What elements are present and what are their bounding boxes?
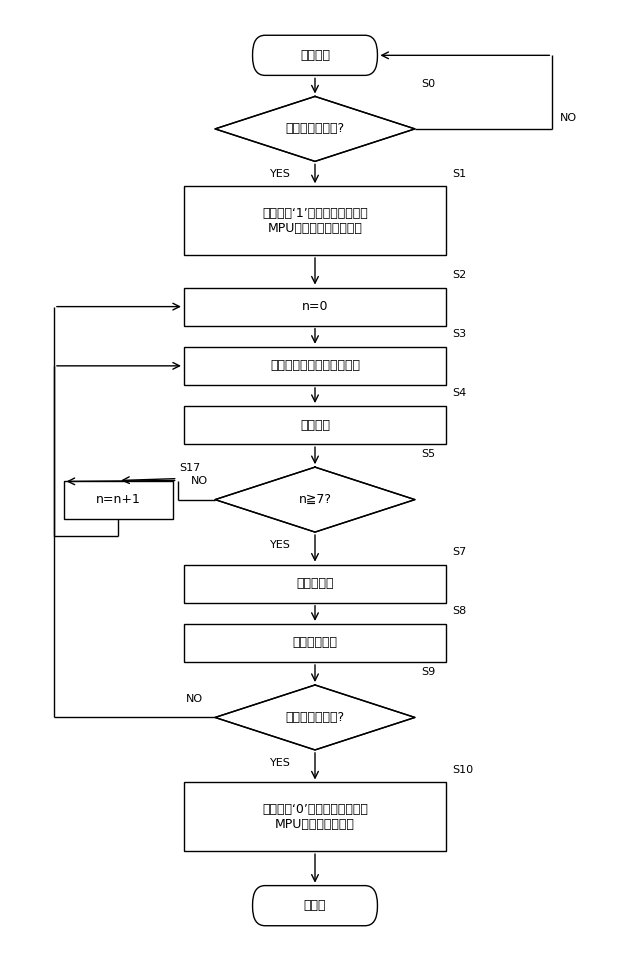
Text: YES: YES bbox=[270, 757, 291, 768]
Text: メモリに格納: メモリに格納 bbox=[292, 636, 338, 650]
FancyBboxPatch shape bbox=[184, 406, 446, 444]
FancyBboxPatch shape bbox=[64, 480, 173, 519]
Polygon shape bbox=[215, 685, 415, 750]
Text: 平均化処理: 平均化処理 bbox=[296, 578, 334, 590]
Polygon shape bbox=[215, 96, 415, 161]
Text: レベルが‘0’の切替信号を出力
MPUをマスタに設定: レベルが‘0’の切替信号を出力 MPUをマスタに設定 bbox=[262, 802, 368, 831]
Text: データ取得終了?: データ取得終了? bbox=[285, 711, 345, 724]
Text: S8: S8 bbox=[452, 606, 467, 616]
Text: S2: S2 bbox=[452, 270, 467, 280]
FancyBboxPatch shape bbox=[184, 564, 446, 603]
FancyBboxPatch shape bbox=[184, 624, 446, 662]
FancyBboxPatch shape bbox=[253, 886, 377, 925]
Text: n=n+1: n=n+1 bbox=[96, 493, 140, 506]
Text: S5: S5 bbox=[421, 450, 435, 459]
FancyBboxPatch shape bbox=[184, 287, 446, 326]
Text: S10: S10 bbox=[452, 765, 474, 775]
Text: S4: S4 bbox=[452, 388, 467, 398]
FancyBboxPatch shape bbox=[253, 36, 377, 75]
Text: 加算処理: 加算処理 bbox=[300, 419, 330, 431]
Text: YES: YES bbox=[270, 169, 291, 179]
FancyBboxPatch shape bbox=[184, 782, 446, 851]
Text: S0: S0 bbox=[421, 79, 435, 88]
Text: S7: S7 bbox=[452, 547, 467, 557]
Text: デジタルデータを取り込む: デジタルデータを取り込む bbox=[270, 359, 360, 372]
Text: n=0: n=0 bbox=[302, 300, 328, 313]
Text: スタート: スタート bbox=[300, 49, 330, 62]
Polygon shape bbox=[215, 467, 415, 532]
Text: YES: YES bbox=[270, 540, 291, 550]
Text: S3: S3 bbox=[452, 329, 466, 339]
Text: エンド: エンド bbox=[304, 899, 326, 912]
Text: S9: S9 bbox=[421, 667, 435, 678]
Text: データ取得開始?: データ取得開始? bbox=[285, 122, 345, 136]
Text: NO: NO bbox=[185, 694, 203, 704]
Text: レベルが‘1’の切替信号を出力
MPUをストレーブに設定: レベルが‘1’の切替信号を出力 MPUをストレーブに設定 bbox=[262, 207, 368, 234]
FancyBboxPatch shape bbox=[184, 347, 446, 385]
Text: NO: NO bbox=[191, 477, 208, 486]
FancyBboxPatch shape bbox=[184, 186, 446, 255]
Text: NO: NO bbox=[560, 113, 577, 123]
Text: S17: S17 bbox=[179, 463, 200, 473]
Text: S1: S1 bbox=[452, 168, 466, 179]
Text: n≧7?: n≧7? bbox=[299, 493, 331, 506]
